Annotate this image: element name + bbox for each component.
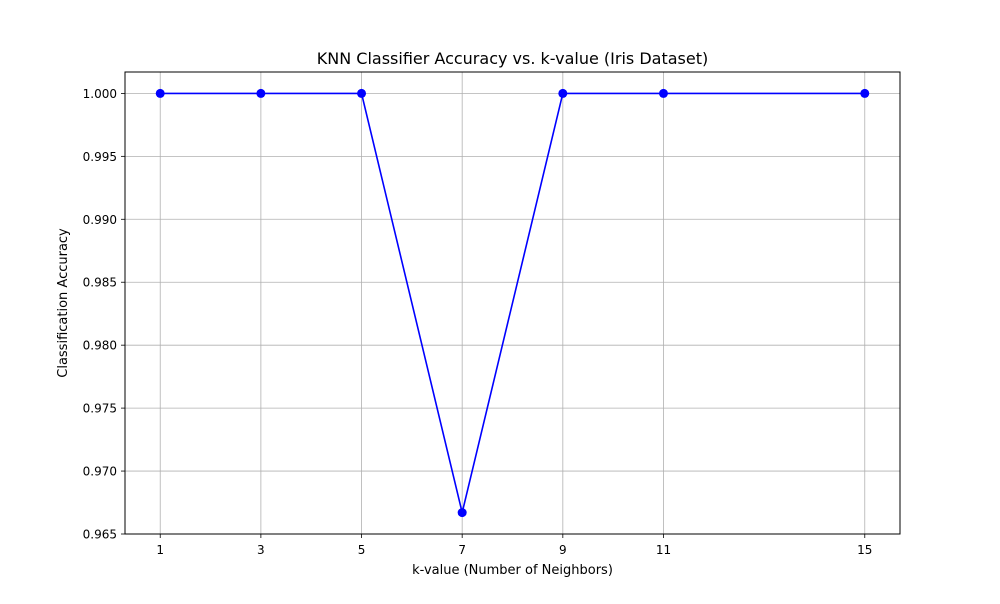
y-tick-label: 0.995: [83, 150, 117, 164]
data-point-marker: [155, 88, 165, 98]
x-tick-label: 3: [257, 543, 265, 557]
data-point-marker: [558, 88, 568, 98]
x-axis-ticks: 1 3 5 7 9 11 15: [156, 534, 872, 557]
y-tick-label: 0.965: [83, 528, 117, 542]
x-axis-label: k-value (Number of Neighbors): [412, 563, 613, 578]
x-tick-label: 11: [656, 543, 671, 557]
x-tick-label: 7: [458, 543, 466, 557]
x-tick-label: 9: [559, 543, 567, 557]
series-layer: [155, 88, 870, 518]
y-tick-label: 1.000: [83, 87, 117, 101]
data-point-marker: [256, 88, 266, 98]
y-tick-label: 0.970: [83, 465, 117, 479]
x-tick-label: 15: [857, 543, 872, 557]
y-tick-label: 0.990: [83, 213, 117, 227]
y-tick-label: 0.975: [83, 402, 117, 416]
data-point-marker: [860, 88, 870, 98]
y-axis-label: Classification Accuracy: [56, 228, 71, 378]
y-tick-label: 0.985: [83, 276, 117, 290]
x-tick-label: 1: [156, 543, 164, 557]
y-axis-ticks: 0.965 0.970 0.975 0.980 0.985 0.990 0.995 1.000: [83, 87, 125, 542]
y-tick-label: 0.980: [83, 339, 117, 353]
x-tick-label: 5: [358, 543, 366, 557]
data-point-marker: [457, 508, 467, 518]
chart-title: KNN Classifier Accuracy vs. k-value (Iri…: [317, 49, 708, 68]
plot-frame: [124, 71, 901, 535]
data-point-marker: [357, 88, 367, 98]
data-point-marker: [658, 88, 668, 98]
